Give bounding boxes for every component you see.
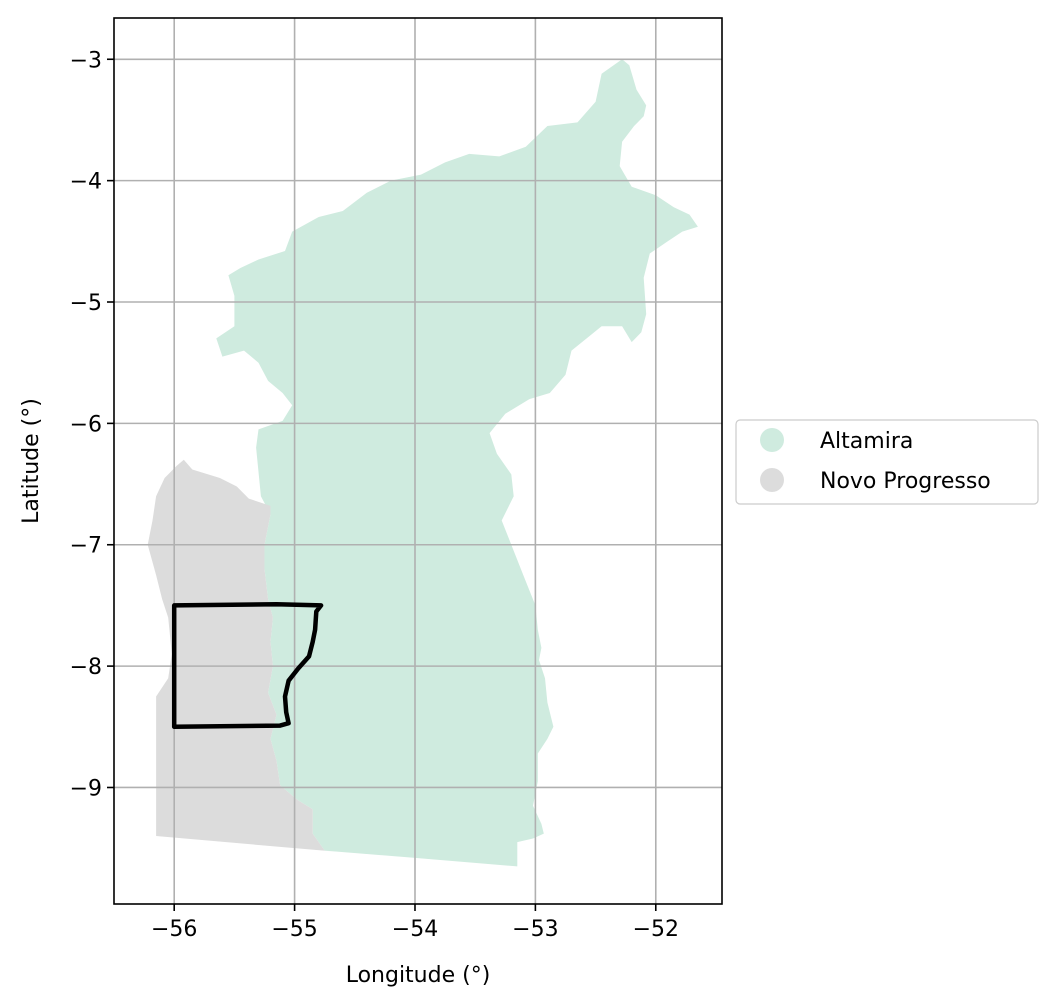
x-axis-title: Longitude (°) [346,963,491,988]
x-tick-label: −55 [271,917,317,942]
region-novo-progresso [147,459,337,852]
legend-label-novo-progresso: Novo Progresso [820,469,991,494]
x-tick-label: −54 [392,917,438,942]
x-tick-label: −52 [633,917,679,942]
y-tick-label: −4 [70,170,102,195]
x-tick-label: −56 [151,917,197,942]
y-tick-label: −8 [70,655,102,680]
y-tick-label: −3 [70,48,102,73]
legend-label-altamira: Altamira [820,429,913,454]
legend-marker-novo-progresso [760,468,784,492]
study-area-outline [171,601,324,730]
region-altamira [216,59,698,867]
y-tick-label: −5 [70,291,102,316]
regions-layer [147,59,698,867]
plot-frame [113,17,723,905]
y-tick-label: −9 [70,776,102,801]
legend-marker-altamira [760,428,784,452]
plot-area [113,17,723,905]
x-tick-label: −53 [512,917,558,942]
y-tick-label: −7 [70,534,102,559]
y-axis-title: Latitude (°) [19,398,44,524]
legend: Altamira Novo Progresso [735,419,1039,505]
y-axis-ticks: −3 −4 −5 −6 −7 −8 −9 [70,48,114,801]
y-tick-label: −6 [70,412,102,437]
x-axis-ticks: −56 −55 −54 −53 −52 [151,904,679,942]
legend-box [735,419,1039,505]
grid-layer [114,18,722,904]
study-area-layer [171,601,324,730]
